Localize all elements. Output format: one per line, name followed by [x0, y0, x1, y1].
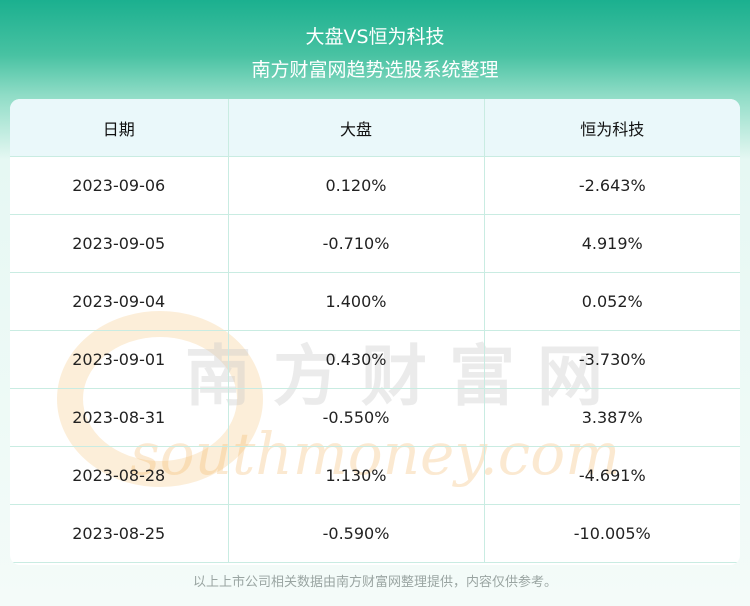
cell-date: 2023-09-04 [10, 272, 229, 331]
cell-stock-change: -10.005% [484, 504, 740, 563]
table-header-row: 日期 大盘 恒为科技 [10, 99, 740, 157]
table-row: 2023-08-31 -0.550% 3.387% [10, 388, 740, 447]
table-row: 2023-09-01 0.430% -3.730% [10, 330, 740, 389]
page-subtitle: 南方财富网趋势选股系统整理 [251, 59, 499, 81]
cell-date: 2023-08-25 [10, 504, 229, 563]
cell-market-change: -0.710% [228, 214, 485, 273]
cell-market-change: -0.590% [228, 504, 485, 563]
cell-stock-change: -2.643% [484, 156, 740, 215]
comparison-table: 日期 大盘 恒为科技 2023-09-06 0.120% -2.643% 202… [10, 99, 740, 563]
cell-date: 2023-09-05 [10, 214, 229, 273]
cell-market-change: 1.130% [228, 446, 485, 505]
cell-date: 2023-08-31 [10, 388, 229, 447]
cell-date: 2023-09-01 [10, 330, 229, 389]
page-title: 大盘VS恒为科技 [305, 26, 445, 48]
cell-date: 2023-09-06 [10, 156, 229, 215]
cell-stock-change: 0.052% [484, 272, 740, 331]
cell-market-change: -0.550% [228, 388, 485, 447]
table-row: 2023-09-04 1.400% 0.052% [10, 272, 740, 331]
data-table-card: 南方财富网 southmoney.com 日期 大盘 恒为科技 2023-09-… [10, 99, 740, 565]
cell-stock-change: -4.691% [484, 446, 740, 505]
table-row: 2023-08-25 -0.590% -10.005% [10, 504, 740, 563]
header: 大盘VS恒为科技 南方财富网趋势选股系统整理 [0, 0, 750, 100]
cell-market-change: 1.400% [228, 272, 485, 331]
footer-disclaimer: 以上上市公司相关数据由南方财富网整理提供，内容仅供参考。 [192, 575, 557, 590]
column-header-date: 日期 [10, 99, 229, 157]
cell-market-change: 0.120% [228, 156, 485, 215]
cell-market-change: 0.430% [228, 330, 485, 389]
cell-date: 2023-08-28 [10, 446, 229, 505]
column-header-stock: 恒为科技 [484, 99, 740, 157]
table-row: 2023-09-06 0.120% -2.643% [10, 156, 740, 215]
table-row: 2023-08-28 1.130% -4.691% [10, 446, 740, 505]
cell-stock-change: -3.730% [484, 330, 740, 389]
cell-stock-change: 3.387% [484, 388, 740, 447]
table-row: 2023-09-05 -0.710% 4.919% [10, 214, 740, 273]
cell-stock-change: 4.919% [484, 214, 740, 273]
column-header-market: 大盘 [228, 99, 485, 157]
